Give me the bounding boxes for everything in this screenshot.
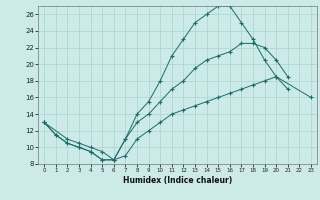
X-axis label: Humidex (Indice chaleur): Humidex (Indice chaleur) <box>123 176 232 185</box>
